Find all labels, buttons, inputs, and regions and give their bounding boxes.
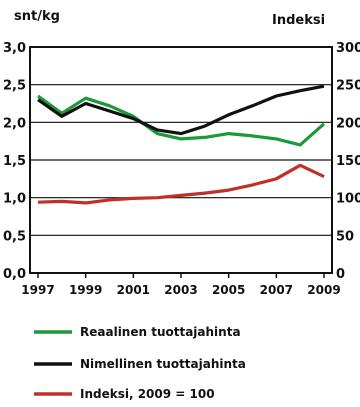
right-tick-label: 150 (336, 154, 360, 169)
left-tick-label: 3,0 (3, 41, 26, 56)
series-line-2 (37, 163, 325, 205)
left-tick-label: 1,0 (3, 192, 26, 207)
right-tick-label: 250 (336, 79, 360, 94)
right-y-ticks: 300 250 200 150 100 50 0 (336, 41, 360, 282)
series-line-1 (37, 84, 325, 136)
series-line-0 (37, 94, 326, 147)
left-axis-unit: snt/kg (14, 9, 60, 24)
legend-label-1: Nimellinen tuottajahinta (80, 357, 246, 371)
grid (30, 84, 332, 236)
left-tick-label: 2,5 (3, 79, 26, 94)
x-tick-label: 1997 (21, 283, 54, 297)
right-tick-label: 200 (336, 116, 360, 131)
left-tick-label: 0,5 (3, 229, 26, 244)
left-y-ticks: 3,0 2,5 2,0 1,5 1,0 0,5 0,0 (3, 41, 26, 282)
right-tick-label: 50 (336, 229, 354, 244)
x-ticks: 1997 1999 2001 2003 2005 2007 2009 (21, 273, 341, 297)
right-tick-label: 300 (336, 41, 360, 56)
series-lines (37, 84, 326, 205)
left-tick-label: 0,0 (3, 267, 26, 282)
x-tick-label: 2007 (260, 283, 293, 297)
right-axis-unit: Indeksi (272, 13, 325, 28)
x-tick-label: 2005 (212, 283, 245, 297)
right-tick-label: 100 (336, 192, 360, 207)
x-tick-label: 2001 (117, 283, 150, 297)
x-tick-label: 2003 (164, 283, 197, 297)
legend: Reaalinen tuottajahinta Nimellinen tuotta… (34, 325, 246, 401)
legend-label-2: Indeksi, 2009 = 100 (80, 387, 215, 401)
x-tick-label: 1999 (69, 283, 102, 297)
left-tick-label: 2,0 (3, 116, 26, 131)
legend-label-0: Reaalinen tuottajahinta (80, 325, 241, 339)
left-tick-label: 1,5 (3, 154, 26, 169)
x-tick-label: 2009 (307, 283, 340, 297)
right-tick-label: 0 (336, 267, 345, 282)
